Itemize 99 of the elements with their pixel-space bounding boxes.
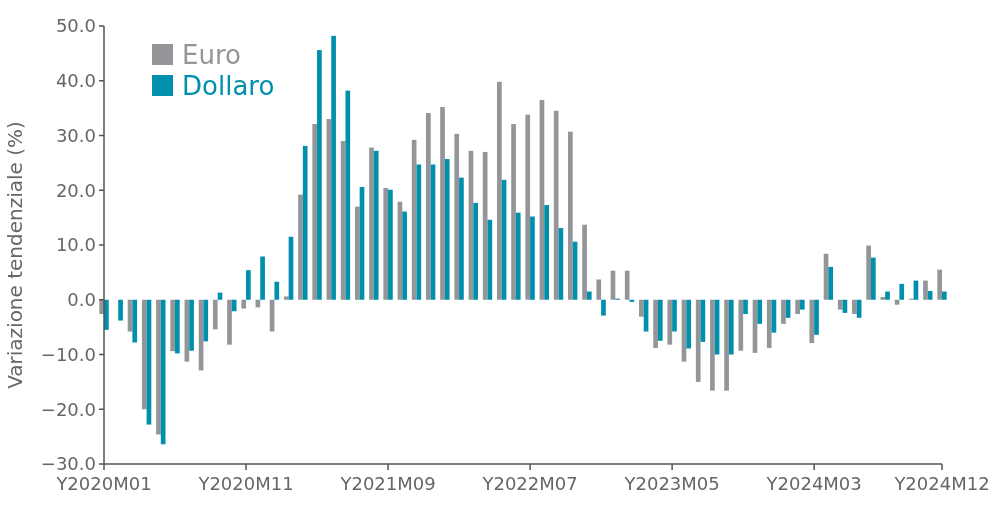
bar <box>866 245 871 300</box>
bar <box>553 110 559 300</box>
x-tick-label: Y2023M05 <box>623 473 720 494</box>
y-tick-label: 20.0 <box>55 179 96 201</box>
bar <box>880 297 886 300</box>
bar <box>141 299 147 410</box>
bar <box>175 299 180 354</box>
bar <box>766 299 772 348</box>
bar <box>160 299 166 445</box>
bar <box>870 257 876 300</box>
bar <box>530 216 535 300</box>
bar <box>317 50 322 300</box>
bar <box>601 299 606 316</box>
bar <box>728 299 734 355</box>
bar <box>515 212 521 300</box>
bar <box>118 299 123 321</box>
bar <box>170 299 176 352</box>
bar <box>568 131 573 300</box>
y-tick-label: −30.0 <box>40 453 96 475</box>
bar <box>416 164 422 300</box>
bar <box>354 206 360 300</box>
bar <box>743 299 748 314</box>
bar <box>302 145 308 300</box>
y-tick-label: 0.0 <box>67 289 96 311</box>
bar <box>331 35 336 300</box>
bar <box>596 279 602 300</box>
bar <box>653 299 658 348</box>
bar <box>383 188 389 300</box>
x-tick-label: Y2020M11 <box>197 473 294 494</box>
x-tick-label: Y2024M03 <box>765 473 862 494</box>
bar <box>473 202 478 300</box>
bar <box>260 256 265 300</box>
bar <box>923 280 928 300</box>
legend-label: Euro <box>182 40 241 71</box>
y-tick-label: 50.0 <box>55 15 96 37</box>
bar <box>672 299 677 332</box>
y-tick-label: −10.0 <box>40 343 96 365</box>
bar <box>639 299 644 317</box>
bar <box>511 124 516 300</box>
bar <box>212 299 218 330</box>
bar <box>369 147 374 300</box>
bar <box>203 299 209 342</box>
bar <box>624 270 630 300</box>
y-tick-label: 40.0 <box>55 70 96 92</box>
bar <box>582 224 587 300</box>
bar <box>937 269 942 300</box>
bar <box>586 291 592 300</box>
y-axis-title: Variazione tendenziale (%) <box>3 121 27 389</box>
bar <box>402 211 407 300</box>
bar <box>132 299 138 343</box>
bar <box>657 299 663 341</box>
bar <box>274 281 280 300</box>
bar <box>373 150 379 300</box>
bar <box>544 205 549 300</box>
bar <box>440 107 445 300</box>
bar <box>695 299 701 382</box>
bar <box>487 219 493 300</box>
bar <box>942 291 947 300</box>
bar <box>189 299 194 351</box>
bar <box>246 270 251 300</box>
y-tick-label: −20.0 <box>40 398 96 420</box>
bar <box>454 133 460 300</box>
bar <box>497 81 502 300</box>
bar <box>852 299 857 314</box>
bar <box>837 299 843 310</box>
bar <box>312 124 318 300</box>
bar <box>525 114 531 300</box>
bar <box>345 90 351 300</box>
bar <box>885 291 890 300</box>
bar <box>899 283 905 300</box>
x-tick-label: Y2020M01 <box>55 473 152 494</box>
bar <box>444 159 450 300</box>
bar <box>814 299 819 335</box>
bar <box>781 299 786 324</box>
bar <box>828 266 834 300</box>
legend-label: Dollaro <box>182 71 275 102</box>
y-tick-label: 10.0 <box>55 234 96 256</box>
x-tick-label: Y2021M09 <box>339 473 436 494</box>
bar <box>298 194 303 300</box>
bar <box>809 299 815 343</box>
bar <box>156 299 161 435</box>
bar <box>795 299 800 314</box>
bar <box>757 299 763 324</box>
bar <box>710 299 715 391</box>
y-tick-label: 30.0 <box>55 124 96 146</box>
bar <box>724 299 729 391</box>
bar <box>283 296 289 300</box>
bar <box>459 177 464 300</box>
x-tick-label: Y2022M07 <box>481 473 578 494</box>
bar <box>231 299 237 312</box>
bar <box>241 299 247 309</box>
bar <box>686 299 692 349</box>
bar <box>425 113 431 300</box>
bar <box>388 189 393 300</box>
bar <box>227 299 232 345</box>
x-tick-label: Y2024M12 <box>893 473 990 494</box>
bar <box>738 299 744 351</box>
bar <box>667 299 673 345</box>
bar <box>799 299 805 310</box>
